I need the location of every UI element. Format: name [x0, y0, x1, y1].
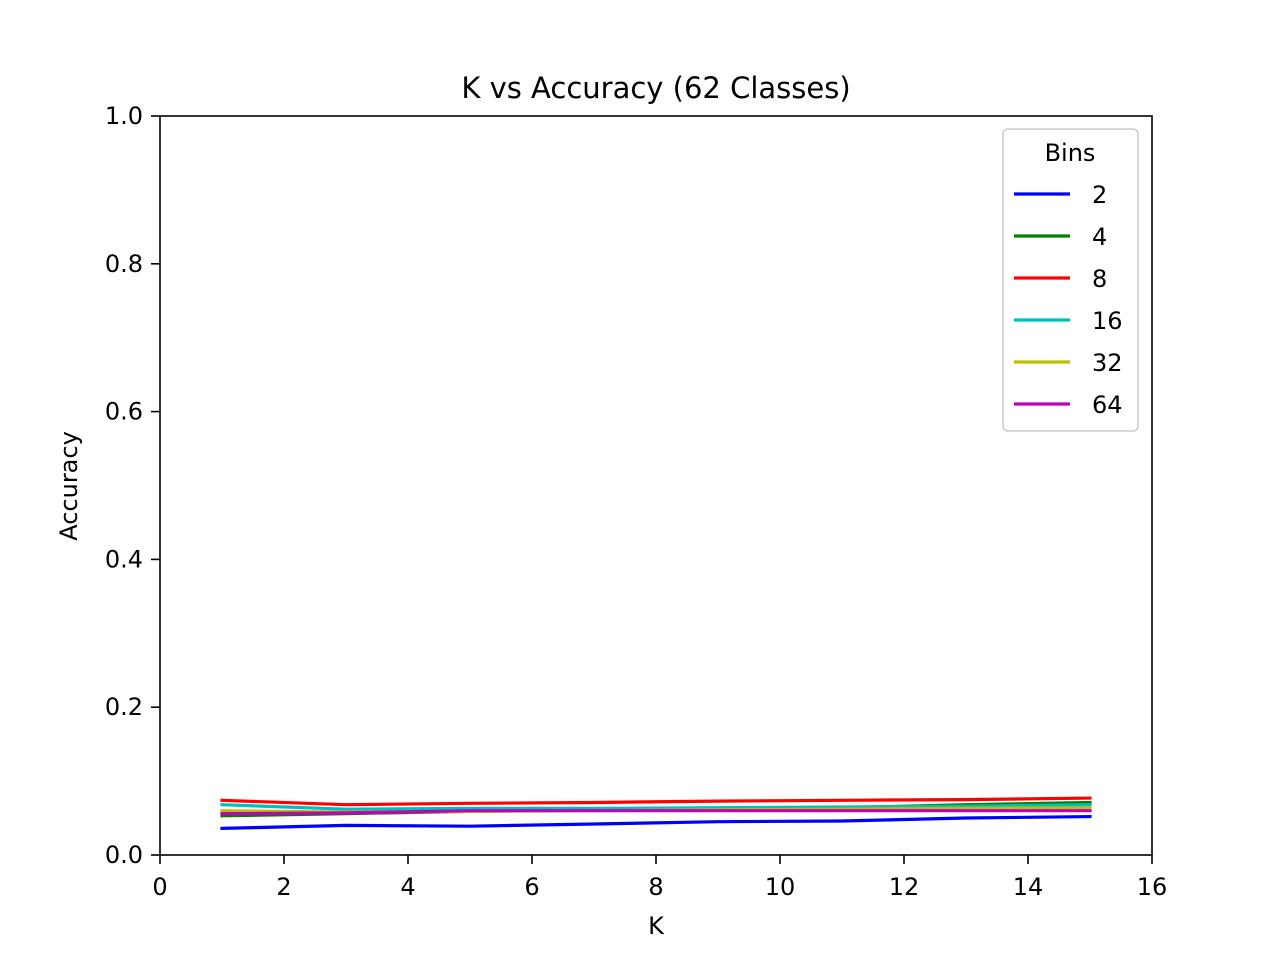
- legend-label-4: 4: [1092, 223, 1107, 251]
- x-tick-label: 0: [152, 873, 167, 901]
- legend: Bins 2 4 8 16 32 64: [1002, 128, 1139, 432]
- x-tick-label: 16: [1137, 873, 1168, 901]
- y-tick-label: 0.2: [105, 693, 143, 721]
- x-tick-label: 6: [524, 873, 539, 901]
- plot-area: [220, 796, 1092, 831]
- y-tick-label: 0.6: [105, 398, 143, 426]
- legend-label-8: 8: [1092, 265, 1107, 293]
- y-axis: 0.0 0.2 0.4 0.6 0.8 1.0: [105, 102, 160, 869]
- x-tick-label: 14: [1013, 873, 1044, 901]
- legend-label-16: 16: [1092, 307, 1123, 335]
- x-tick-label: 2: [276, 873, 291, 901]
- y-tick-label: 1.0: [105, 102, 143, 130]
- y-axis-label: Accuracy: [55, 431, 83, 541]
- series-line-2: [220, 814, 1092, 831]
- axes-frame: [159, 115, 1153, 856]
- series-line-16: [220, 803, 1092, 811]
- y-tick-label: 0.8: [105, 250, 143, 278]
- x-axis-label: K: [648, 912, 665, 940]
- y-tick-label: 0.0: [105, 841, 143, 869]
- legend-label-32: 32: [1092, 349, 1123, 377]
- y-tick-label: 0.4: [105, 545, 143, 573]
- legend-label-2: 2: [1092, 181, 1107, 209]
- x-tick-label: 10: [765, 873, 796, 901]
- legend-title: Bins: [1045, 139, 1096, 167]
- legend-label-64: 64: [1092, 391, 1123, 419]
- series-line-8: [220, 796, 1092, 807]
- x-tick-label: 8: [648, 873, 663, 901]
- x-tick-label: 4: [400, 873, 415, 901]
- chart-title: K vs Accuracy (62 Classes): [461, 71, 850, 105]
- x-tick-label: 12: [889, 873, 920, 901]
- x-axis: 0 2 4 6 8 10 12 14 16: [152, 855, 1167, 901]
- legend-box: [1002, 128, 1139, 432]
- series-line-64: [220, 809, 1092, 816]
